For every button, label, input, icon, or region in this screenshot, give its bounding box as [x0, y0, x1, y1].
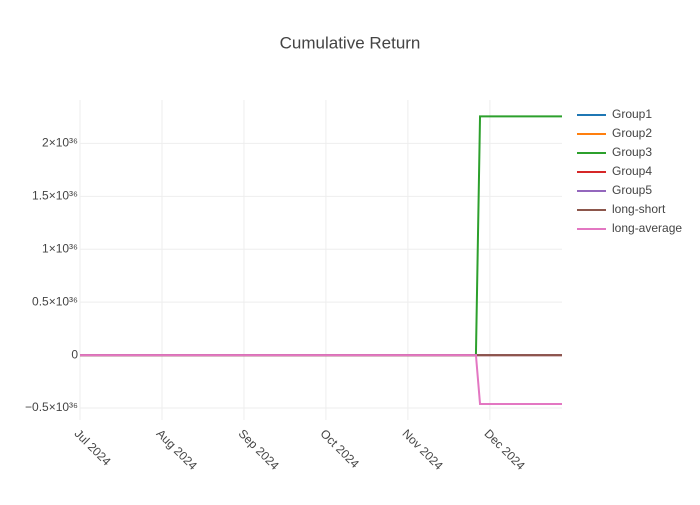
legend-label: Group2 — [612, 126, 652, 140]
legend-label: Group1 — [612, 107, 652, 121]
y-tick-label: −0.5×10³⁶ — [25, 400, 78, 414]
series-line — [80, 354, 562, 406]
x-tick-label: Oct 2024 — [318, 426, 363, 471]
legend-label: Group3 — [612, 145, 652, 159]
y-tick-label: 1×10³⁶ — [42, 241, 78, 255]
chart-title: Cumulative Return — [280, 33, 421, 52]
x-tick-label: Nov 2024 — [400, 426, 446, 472]
x-tick-label: Aug 2024 — [154, 426, 200, 472]
x-tick-label: Dec 2024 — [481, 426, 527, 472]
legend-label: Group4 — [612, 164, 652, 178]
x-tick-label: Jul 2024 — [72, 426, 114, 468]
y-tick-label: 0 — [71, 347, 78, 361]
y-tick-label: 1.5×10³⁶ — [32, 189, 78, 203]
legend-label: Group5 — [612, 183, 652, 197]
y-tick-label: 2×10³⁶ — [42, 136, 78, 150]
x-tick-label: Sep 2024 — [236, 426, 282, 472]
y-tick-label: 0.5×10³⁶ — [32, 294, 78, 308]
legend-label: long-short — [612, 202, 666, 216]
legend-label: long-average — [612, 221, 682, 235]
